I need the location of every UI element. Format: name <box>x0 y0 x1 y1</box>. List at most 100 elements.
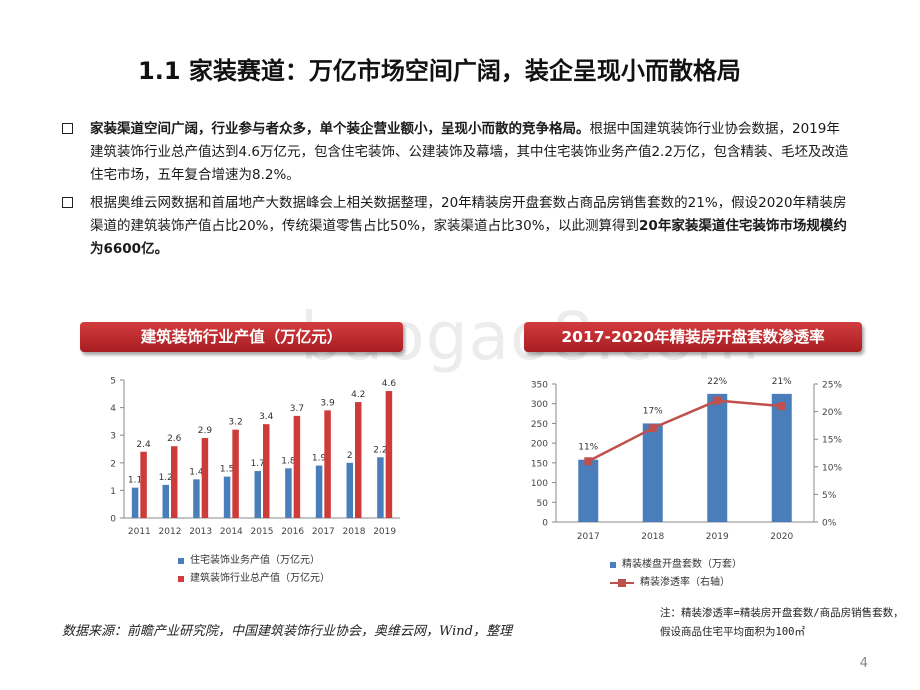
y2-tick-label: 25% <box>822 381 842 391</box>
bar-residential <box>193 479 200 518</box>
data-source: 数据来源：前瞻产业研究院，中国建筑装饰行业协会，奥维云网，Wind，整理 <box>62 624 512 639</box>
legend-line-marker-icon <box>610 579 634 587</box>
bar-residential <box>346 462 353 518</box>
bar-residential <box>131 487 139 518</box>
bar-units <box>642 423 663 522</box>
y2-tick-label: 20% <box>822 408 842 418</box>
x-tick-label: 2019 <box>373 527 396 537</box>
x-tick-label: 2013 <box>189 527 212 537</box>
y-tick-label: 1 <box>110 487 116 497</box>
y-tick-label: 200 <box>531 440 548 450</box>
data-label: 4.2 <box>351 390 365 400</box>
square-bullet-icon <box>62 197 73 208</box>
y-tick-label: 150 <box>531 459 548 469</box>
data-label: 3.2 <box>228 418 242 428</box>
data-label: 2 <box>347 451 353 461</box>
data-label: 1.4 <box>189 467 204 477</box>
data-label: 2.6 <box>167 434 182 444</box>
chart-penetration: 0 50 100 150 200 250 300 350 0% 5% 10% 15% 20% 25% 201… <box>531 377 843 542</box>
data-label: 1.9 <box>312 454 327 464</box>
y-tick-label: 0 <box>542 519 548 529</box>
bar-total <box>140 451 147 518</box>
legend-swatch-total <box>178 576 184 582</box>
x-tick-label: 2019 <box>706 532 729 542</box>
bar-residential <box>254 471 261 518</box>
data-label: 3.4 <box>259 412 274 422</box>
rate-label: 22% <box>707 377 727 387</box>
x-tick-label: 2014 <box>220 527 243 537</box>
data-label: 1.7 <box>251 459 265 469</box>
legend-item-rate: 精装渗透率（右轴） <box>610 574 742 592</box>
line-penetration-rate <box>587 399 782 463</box>
y2-tick-label: 10% <box>822 463 842 473</box>
data-label: 1.5 <box>220 465 234 475</box>
bar-units <box>578 459 599 522</box>
y2-tick-label: 15% <box>822 436 842 446</box>
bar-residential <box>285 468 292 518</box>
y-tick-label: 350 <box>531 381 548 391</box>
y-tick-label: 50 <box>537 499 549 509</box>
x-tick-label: 2018 <box>641 532 664 542</box>
x-tick-label: 2016 <box>281 527 304 537</box>
bar-total <box>293 415 301 518</box>
legend-label-rate: 精装渗透率（右轴） <box>640 577 730 588</box>
legend-item-units: 精装楼盘开盘套数（万套） <box>610 556 742 574</box>
chart1-legend: 住宅装饰业务产值（万亿元） 建筑装饰行业总产值（万亿元） <box>178 552 330 588</box>
y-tick-label: 0 <box>110 515 116 525</box>
bar-total <box>232 429 239 518</box>
x-tick-label: 2012 <box>159 527 182 537</box>
bar-residential <box>315 465 323 518</box>
data-label: 3.7 <box>290 404 304 414</box>
page-title: 1.1 家装赛道：万亿市场空间广阔，装企呈现小而散格局 <box>138 57 741 85</box>
bullet-2-text: 根据奥维云网数据和首届地产大数据峰会上相关数据整理，20年精装房开盘套数占商品房… <box>90 195 847 234</box>
x-tick-label: 2017 <box>312 527 335 537</box>
bar-total <box>263 424 270 518</box>
x-tick-label: 2020 <box>770 532 793 542</box>
legend-item-residential: 住宅装饰业务产值（万亿元） <box>178 552 330 570</box>
x-tick-label: 2018 <box>343 527 366 537</box>
bar-total <box>324 410 331 518</box>
y-tick-label: 4 <box>110 404 116 414</box>
line-point <box>648 424 657 433</box>
x-tick-label: 2017 <box>577 532 600 542</box>
data-label: 4.6 <box>382 379 397 389</box>
legend-item-total: 建筑装饰行业总产值（万亿元） <box>178 570 330 588</box>
bar-residential <box>377 457 384 518</box>
chart-industry-output: 0 1 2 3 4 5 2011 1.1 2.4 2012 1.2 2.6 2013 1.4 2.9 2014… <box>110 377 400 537</box>
x-tick-label: 2015 <box>251 527 274 537</box>
footnote: 注：精装渗透率=精装房开盘套数/商品房销售套数，假设商品住宅平均面积为100㎡ <box>660 607 904 638</box>
bar-total <box>201 437 209 518</box>
bar-residential <box>223 476 231 518</box>
bullet-1-bold: 家装渠道空间广阔，行业参与者众多，单个装企营业额小，呈现小而散的竞争格局。 <box>90 121 590 137</box>
data-label: 1.2 <box>159 473 173 483</box>
data-label: 3.9 <box>320 398 335 408</box>
rate-label: 17% <box>643 406 663 416</box>
bullet-1-text: 根据中国建筑装饰行业协会数据，2019年建筑装饰行业总产值达到4.6万亿元，包含… <box>90 121 849 183</box>
line-point <box>584 457 593 466</box>
data-label: 2.9 <box>198 426 213 436</box>
bar-units <box>707 393 728 522</box>
x-tick-label: 2011 <box>128 527 151 537</box>
bar-total <box>171 446 178 518</box>
y2-tick-label: 0% <box>822 519 837 529</box>
legend-label-total: 建筑装饰行业总产值（万亿元） <box>190 573 330 584</box>
line-point <box>713 396 722 405</box>
y-tick-label: 100 <box>531 479 548 489</box>
bullet-1: 家装渠道空间广阔，行业参与者众多，单个装企营业额小，呈现小而散的竞争格局。根据中… <box>62 118 852 187</box>
bar-residential <box>162 484 169 518</box>
bar-units <box>771 393 792 522</box>
y2-tick-label: 5% <box>822 491 837 501</box>
data-label: 1.8 <box>281 456 296 466</box>
chart1-title-banner: 建筑装饰行业产值（万亿元） <box>80 322 403 352</box>
bar-total <box>385 391 393 518</box>
square-bullet-icon <box>62 123 73 134</box>
bullet-2: 根据奥维云网数据和首届地产大数据峰会上相关数据整理，20年精装房开盘套数占商品房… <box>62 192 852 261</box>
bullet-2-bold: 20年家装渠道住宅装饰市场规模约为6600亿。 <box>90 218 847 257</box>
y-tick-label: 5 <box>110 377 116 387</box>
data-label: 2.4 <box>136 440 151 450</box>
legend-label-residential: 住宅装饰业务产值（万亿元） <box>190 555 320 566</box>
data-label: 1.1 <box>128 476 142 486</box>
chart2-title-banner: 2017-2020年精装房开盘套数渗透率 <box>524 322 862 352</box>
rate-label: 11% <box>578 443 598 453</box>
rate-label: 21% <box>772 377 792 387</box>
